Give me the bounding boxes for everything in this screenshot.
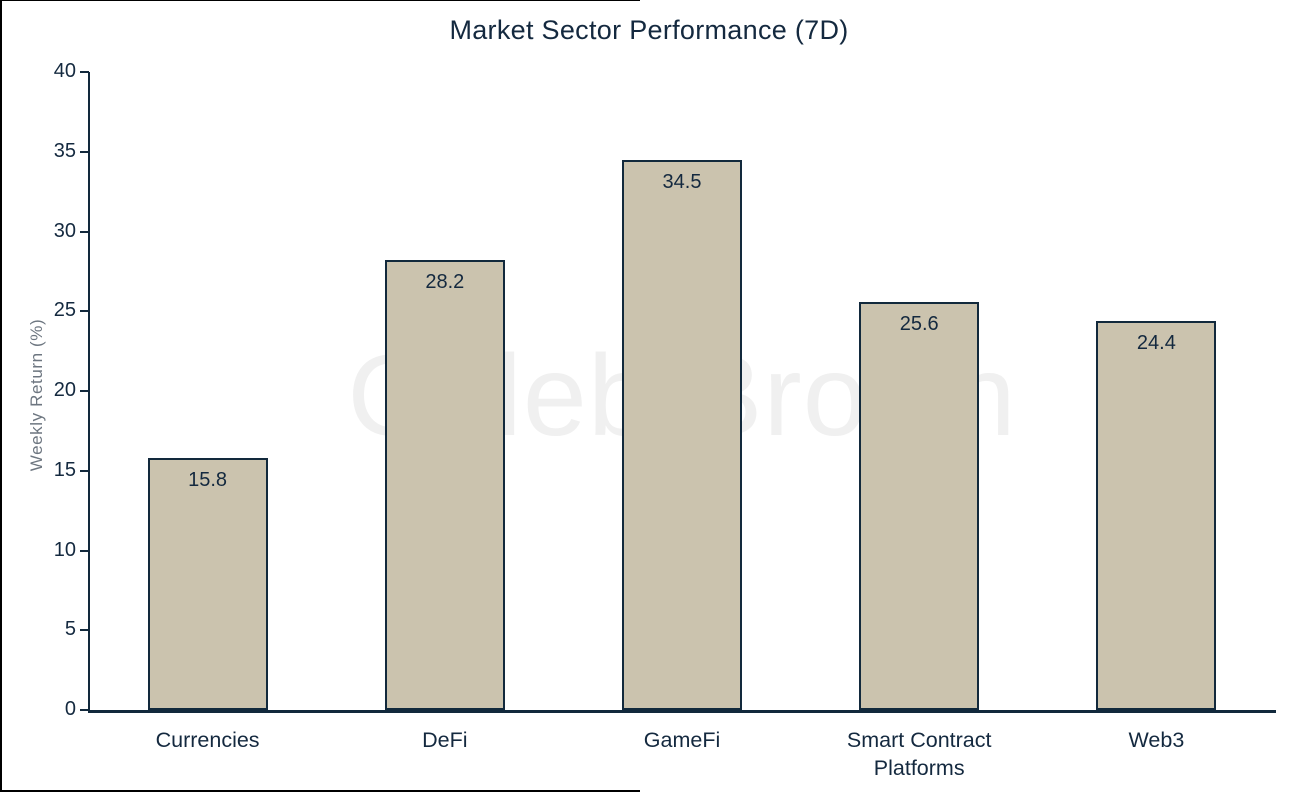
bar-value-label: 34.5	[662, 170, 702, 193]
window-border-top	[0, 0, 640, 1]
x-tick-label: Smart Contract Platforms	[846, 728, 992, 781]
bar-value-label: 25.6	[899, 312, 939, 335]
window-border-left	[0, 0, 2, 792]
y-tick-mark	[80, 549, 89, 552]
y-tick-mark	[80, 230, 89, 233]
y-tick-label: 40	[53, 60, 76, 82]
x-tick-label: GameFi	[643, 728, 721, 752]
y-tick-label: 5	[64, 618, 76, 641]
y-tick-mark	[80, 71, 89, 73]
y-tick-mark	[80, 709, 89, 711]
window-border-bottom	[0, 790, 640, 792]
y-tick-label: 15	[53, 458, 76, 481]
bar-currencies: 15.8	[147, 457, 268, 710]
y-tick-mark	[80, 629, 89, 632]
y-tick-label: 20	[53, 379, 76, 401]
y-tick-label: 10	[53, 538, 76, 561]
y-tick-mark	[80, 469, 89, 472]
x-tick-label: Currencies	[155, 728, 260, 752]
y-tick-mark	[80, 150, 89, 153]
x-tick-label: Web3	[1128, 728, 1185, 752]
chart-title: Market Sector Performance (7D)	[449, 15, 849, 45]
bar-smart-contract-platforms: 25.6	[859, 301, 980, 710]
x-tick-label: DeFi	[422, 728, 468, 752]
bar-web3: 24.4	[1096, 320, 1217, 710]
y-axis-line	[88, 72, 90, 710]
bar-value-label: 28.2	[425, 271, 465, 294]
y-tick-label: 30	[53, 219, 76, 242]
x-axis-line	[88, 710, 1276, 713]
bar-value-label: 15.8	[188, 468, 228, 491]
y-tick-label: 0	[64, 698, 76, 720]
bar-value-label: 24.4	[1136, 331, 1176, 354]
y-tick-mark	[80, 390, 89, 392]
y-tick-label: 25	[53, 299, 76, 322]
y-tick-mark	[80, 310, 89, 313]
bar-defi: 28.2	[384, 260, 505, 710]
bar-gamefi: 34.5	[622, 159, 742, 710]
y-tick-label: 35	[53, 139, 76, 162]
